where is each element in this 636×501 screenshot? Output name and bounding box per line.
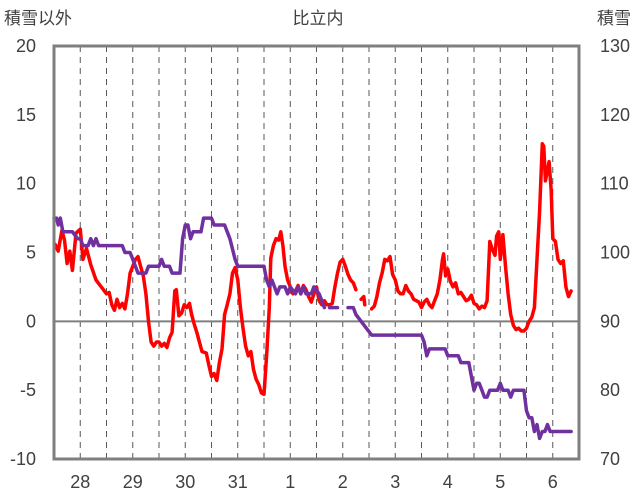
right-tick-label: 110 (600, 174, 629, 194)
x-tick-label: 30 (175, 472, 195, 492)
x-tick-label: 2 (338, 472, 348, 492)
temperature-series-line (369, 141, 573, 333)
left-tick-label: -10 (10, 449, 36, 469)
left-tick-label: 5 (26, 243, 36, 263)
left-tick-label: 15 (16, 105, 36, 125)
right-tick-label: 130 (600, 36, 630, 56)
chart-title: 比立内 (293, 9, 344, 28)
right-tick-label: 120 (600, 105, 630, 125)
left-tick-label: -5 (20, 380, 36, 400)
left-tick-label: 0 (26, 311, 36, 331)
right-tick-label: 80 (600, 380, 620, 400)
snow-depth-series-line (52, 216, 327, 310)
left-axis-label: 積雪以外 (4, 9, 72, 28)
right-tick-label: 100 (600, 243, 630, 263)
x-tick-label: 31 (228, 472, 248, 492)
x-tick-label: 5 (495, 472, 505, 492)
x-tick-label: 6 (548, 472, 558, 492)
snow-depth-series-line (346, 305, 573, 441)
right-tick-label: 90 (600, 311, 620, 331)
temperature-series-line (359, 294, 367, 307)
series-layer (52, 141, 573, 441)
left-tick-label: 20 (16, 36, 36, 56)
x-tick-label: 29 (123, 472, 143, 492)
x-tick-label: 4 (443, 472, 453, 492)
left-tick-label: 10 (16, 174, 36, 194)
plot-frame (52, 44, 581, 461)
x-tick-label: 1 (285, 472, 295, 492)
x-tick-label: 3 (390, 472, 400, 492)
right-axis-label: 積雪 (597, 9, 631, 28)
x-tick-label: 28 (70, 472, 90, 492)
right-tick-label: 70 (600, 449, 620, 469)
